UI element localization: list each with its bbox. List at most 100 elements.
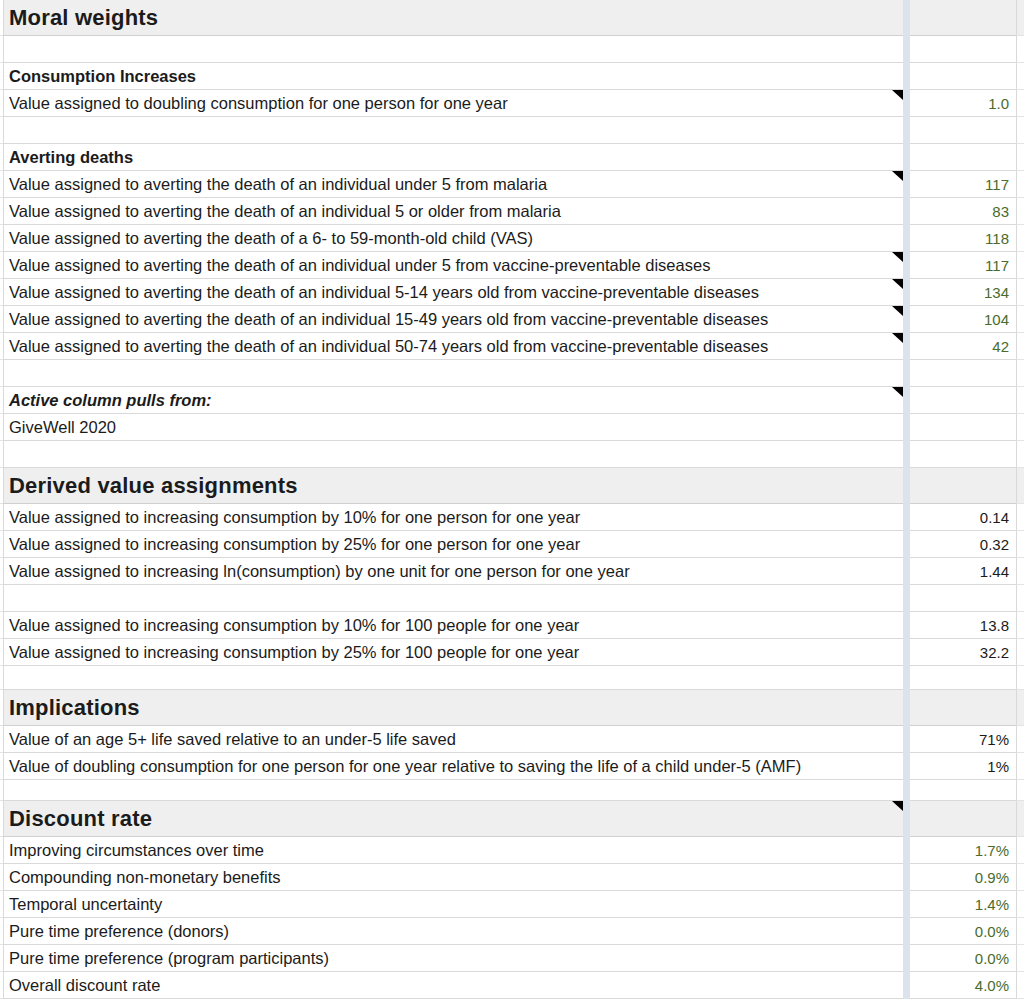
label-cell[interactable]: Improving circumstances over time (3, 837, 903, 864)
label-cell[interactable]: Value assigned to averting the death of … (3, 252, 903, 279)
label-cell[interactable]: Value assigned to averting the death of … (3, 306, 903, 333)
value-cell[interactable] (910, 0, 1016, 36)
sheet-row-temporal-uncertainty: Temporal uncertainty 1.4% (0, 891, 1024, 918)
value-cell[interactable] (910, 36, 1016, 63)
value-cell[interactable]: 83 (910, 198, 1016, 225)
label-cell[interactable] (3, 441, 903, 468)
section-title-cell[interactable]: Moral weights (3, 0, 903, 36)
value-cell[interactable] (910, 387, 1016, 414)
label-cell[interactable]: Averting deaths (3, 144, 903, 171)
section-title-cell[interactable]: Discount rate (3, 801, 903, 837)
sheet-row-value-of-an-age-5-life-saved-relative-to: Value of an age 5+ life saved relative t… (0, 726, 1024, 753)
label-cell[interactable] (3, 360, 903, 387)
label-cell[interactable]: Value assigned to increasing consumption… (3, 612, 903, 639)
note-indicator-icon (892, 333, 903, 343)
sheet-row-value-of-doubling-consumption-for-one-pe: Value of doubling consumption for one pe… (0, 753, 1024, 780)
value-cell[interactable] (910, 360, 1016, 387)
value-cell[interactable] (910, 441, 1016, 468)
label-cell[interactable]: Consumption Increases (3, 63, 903, 90)
label-cell[interactable]: Temporal uncertainty (3, 891, 903, 918)
value-cell[interactable]: 1.7% (910, 837, 1016, 864)
cell-value: 42 (992, 338, 1009, 355)
value-cell[interactable]: 13.8 (910, 612, 1016, 639)
value-cell[interactable] (910, 690, 1016, 726)
label-cell[interactable] (3, 36, 903, 63)
column-edge-right (1016, 945, 1024, 972)
note-indicator-icon (892, 801, 903, 811)
column-edge-right (1016, 918, 1024, 945)
cell-label: Value of doubling consumption for one pe… (9, 757, 801, 776)
cell-value: 0.0% (975, 923, 1009, 940)
label-cell[interactable]: Value assigned to averting the death of … (3, 225, 903, 252)
value-cell[interactable] (910, 117, 1016, 144)
label-cell[interactable]: Value of an age 5+ life saved relative t… (3, 726, 903, 753)
column-edge-right (1016, 279, 1024, 306)
column-edge-right (1016, 333, 1024, 360)
section-title-cell[interactable]: Implications (3, 690, 903, 726)
label-cell[interactable]: Value assigned to increasing consumption… (3, 639, 903, 666)
value-cell[interactable]: 118 (910, 225, 1016, 252)
cell-value: 1.7% (975, 842, 1009, 859)
value-cell[interactable]: 4.0% (910, 972, 1016, 999)
pane-divider (903, 333, 910, 360)
column-edge-right (1016, 972, 1024, 999)
column-edge-right (1016, 801, 1024, 837)
label-cell[interactable]: Value assigned to increasing consumption… (3, 531, 903, 558)
label-cell[interactable] (3, 585, 903, 612)
value-cell[interactable]: 1.4% (910, 891, 1016, 918)
label-cell[interactable]: Compounding non-monetary benefits (3, 864, 903, 891)
label-cell[interactable]: Value assigned to averting the death of … (3, 279, 903, 306)
value-cell[interactable] (910, 144, 1016, 171)
label-cell[interactable]: Active column pulls from: (3, 387, 903, 414)
label-cell[interactable]: Pure time preference (program participan… (3, 945, 903, 972)
label-cell[interactable]: GiveWell 2020 (3, 414, 903, 441)
column-edge-right (1016, 441, 1024, 468)
value-cell[interactable] (910, 63, 1016, 90)
label-cell[interactable]: Value assigned to doubling consumption f… (3, 90, 903, 117)
value-cell[interactable] (910, 780, 1016, 801)
label-cell[interactable]: Value assigned to increasing ln(consumpt… (3, 558, 903, 585)
value-cell[interactable]: 134 (910, 279, 1016, 306)
column-edge-right (1016, 0, 1024, 36)
value-cell[interactable] (910, 414, 1016, 441)
label-cell[interactable] (3, 666, 903, 690)
section-title-cell[interactable]: Derived value assignments (3, 468, 903, 504)
value-cell[interactable]: 0.9% (910, 864, 1016, 891)
sheet-row-value-assigned-to-averting-the-death-of-: Value assigned to averting the death of … (0, 306, 1024, 333)
value-cell[interactable]: 117 (910, 171, 1016, 198)
value-cell[interactable]: 0.32 (910, 531, 1016, 558)
value-cell[interactable]: 1.0 (910, 90, 1016, 117)
cell-label: Pure time preference (donors) (9, 922, 229, 941)
value-cell[interactable]: 0.0% (910, 918, 1016, 945)
label-cell[interactable]: Value assigned to increasing consumption… (3, 504, 903, 531)
value-cell[interactable]: 0.0% (910, 945, 1016, 972)
value-cell[interactable]: 104 (910, 306, 1016, 333)
value-cell[interactable]: 32.2 (910, 639, 1016, 666)
pane-divider (903, 801, 910, 837)
value-cell[interactable] (910, 468, 1016, 504)
cell-label: Overall discount rate (9, 976, 160, 995)
label-cell[interactable]: Overall discount rate (3, 972, 903, 999)
value-cell[interactable]: 1.44 (910, 558, 1016, 585)
value-cell[interactable]: 117 (910, 252, 1016, 279)
label-cell[interactable]: Value assigned to averting the death of … (3, 333, 903, 360)
label-cell[interactable]: Value assigned to averting the death of … (3, 198, 903, 225)
value-cell[interactable] (910, 585, 1016, 612)
value-cell[interactable] (910, 666, 1016, 690)
value-cell[interactable]: 0.14 (910, 504, 1016, 531)
sheet-row-blank (0, 360, 1024, 387)
cell-label: Value assigned to averting the death of … (9, 229, 533, 248)
label-cell[interactable] (3, 117, 903, 144)
column-edge-right (1016, 891, 1024, 918)
value-cell[interactable]: 1% (910, 753, 1016, 780)
cell-label: Value assigned to increasing ln(consumpt… (9, 562, 630, 581)
cell-label: Consumption Increases (9, 67, 196, 86)
value-cell[interactable]: 71% (910, 726, 1016, 753)
value-cell[interactable] (910, 801, 1016, 837)
label-cell[interactable]: Pure time preference (donors) (3, 918, 903, 945)
label-cell[interactable]: Value assigned to averting the death of … (3, 171, 903, 198)
label-cell[interactable] (3, 780, 903, 801)
value-cell[interactable]: 42 (910, 333, 1016, 360)
label-cell[interactable]: Value of doubling consumption for one pe… (3, 753, 903, 780)
note-indicator-icon (892, 306, 903, 316)
